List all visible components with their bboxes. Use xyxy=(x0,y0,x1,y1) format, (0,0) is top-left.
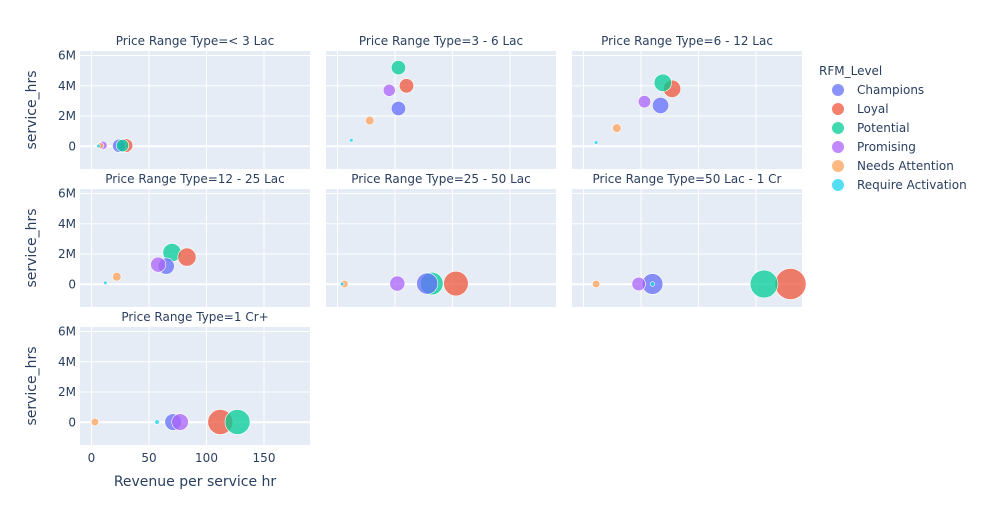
bubble-2-champions xyxy=(652,96,670,114)
legend-label-champions: Champions xyxy=(857,83,924,97)
facet-title-0: Price Range Type=< 3 Lac xyxy=(116,34,275,48)
facet-title-1: Price Range Type=3 - 6 Lac xyxy=(359,34,523,48)
bubble-6-needs-attention xyxy=(90,417,100,427)
bubble-1-potential xyxy=(390,60,406,76)
legend-marker-potential xyxy=(832,122,844,134)
legend-label-loyal: Loyal xyxy=(857,102,889,116)
x-axis-title: Revenue per service hr xyxy=(114,474,277,490)
bubble-6-promising xyxy=(171,413,189,431)
bubble-5-loyal xyxy=(774,268,807,300)
facet-title-6: Price Range Type=1 Cr+ xyxy=(121,310,268,324)
bubble-6-require-activation xyxy=(154,419,160,425)
legend-label-potential: Potential xyxy=(857,121,910,135)
facet-title-2: Price Range Type=6 - 12 Lac xyxy=(601,34,773,48)
x-tick-label-1: 50 xyxy=(141,451,156,465)
bubble-4-require-activation xyxy=(339,281,345,287)
bubble-2-needs-attention xyxy=(612,123,622,133)
y-tick-label-3-2: 4M xyxy=(58,217,76,231)
y-tick-label-3-1: 2M xyxy=(58,247,76,261)
bubble-3-require-activation xyxy=(103,280,108,285)
facet-title-5: Price Range Type=50 Lac - 1 Cr xyxy=(593,172,782,186)
legend-marker-loyal xyxy=(832,103,844,115)
plot-area-1 xyxy=(326,51,556,169)
x-tick-label-0: 0 xyxy=(88,451,96,465)
facet-title-3: Price Range Type=12 - 25 Lac xyxy=(105,172,285,186)
bubble-0-require-activation xyxy=(96,143,101,149)
bubble-3-loyal xyxy=(177,247,197,267)
y-tick-label-0-0: 0 xyxy=(68,139,76,153)
bubble-4-loyal xyxy=(443,270,469,297)
bubble-2-potential xyxy=(653,73,672,92)
bubble-0-potential xyxy=(115,138,130,153)
bubble-3-needs-attention xyxy=(112,272,122,282)
y-tick-label-0-3: 6M xyxy=(58,49,76,63)
y-tick-label-3-3: 6M xyxy=(58,187,76,201)
legend-marker-promising xyxy=(832,141,844,153)
x-tick-label-3: 150 xyxy=(253,451,276,465)
bubble-5-potential xyxy=(749,269,779,299)
y-tick-label-6-2: 4M xyxy=(58,355,76,369)
plot-area-2 xyxy=(572,51,802,169)
y-tick-label-6-3: 6M xyxy=(58,325,76,339)
y-axis-title-6: service_hrs xyxy=(24,346,40,425)
bubble-1-loyal xyxy=(398,78,415,94)
y-tick-label-0-1: 2M xyxy=(58,109,76,123)
bubble-4-champions xyxy=(416,272,439,295)
bubble-3-promising xyxy=(150,256,167,273)
y-axis-title-3: service_hrs xyxy=(24,208,40,287)
bubble-1-require-activation xyxy=(349,138,354,143)
legend-marker-needs-attention xyxy=(832,160,844,172)
legend-title: RFM_Level xyxy=(819,64,882,78)
bubble-5-promising xyxy=(631,276,646,292)
legend-marker-champions xyxy=(832,84,844,96)
bubble-1-needs-attention xyxy=(365,115,375,126)
facet-title-4: Price Range Type=25 - 50 Lac xyxy=(351,172,531,186)
bubble-2-require-activation xyxy=(593,140,599,145)
bubble-5-require-activation xyxy=(649,281,656,287)
plot-area-3 xyxy=(80,189,310,307)
y-tick-label-6-0: 0 xyxy=(68,415,76,429)
y-tick-label-0-2: 4M xyxy=(58,79,76,93)
y-tick-label-3-0: 0 xyxy=(68,277,76,291)
bubble-5-needs-attention xyxy=(592,279,601,289)
legend-label-needs-attention: Needs Attention xyxy=(857,159,954,173)
bubble-1-champions xyxy=(390,100,406,117)
plot-area-6 xyxy=(80,327,310,445)
y-tick-label-6-1: 2M xyxy=(58,385,76,399)
plot-area-0 xyxy=(80,51,310,169)
x-tick-label-2: 100 xyxy=(195,451,218,465)
legend-label-require-activation: Require Activation xyxy=(857,178,967,192)
y-axis-title-0: service_hrs xyxy=(24,70,40,149)
bubble-6-potential xyxy=(224,409,251,435)
bubble-2-promising xyxy=(637,95,652,109)
bubble-4-promising xyxy=(389,275,406,292)
bubble-1-promising xyxy=(382,83,396,97)
legend-label-promising: Promising xyxy=(857,140,916,154)
legend-marker-require-activation xyxy=(832,179,844,191)
